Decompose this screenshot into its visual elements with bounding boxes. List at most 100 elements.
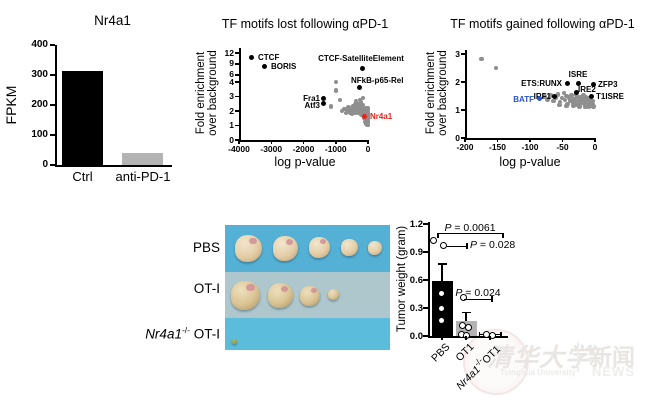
tick-label: 200 (31, 99, 48, 110)
y-axis-line (428, 222, 430, 336)
data-point (571, 103, 576, 108)
error-bar (441, 264, 443, 281)
labeled-data-point (320, 100, 326, 106)
point-label: ISRE (568, 70, 588, 79)
bracket-tick (466, 242, 468, 249)
data-point (493, 65, 499, 71)
tick-label: 0.9 (409, 246, 423, 258)
point-label: BATF (513, 94, 534, 104)
tumor-spot (320, 239, 326, 245)
error-bar-cap (461, 311, 471, 314)
data-point (349, 111, 355, 117)
data-point (564, 93, 569, 99)
tumor-blob (300, 286, 320, 306)
point-label: IRF1 (533, 92, 551, 101)
data-point (365, 110, 370, 115)
tick-label: 0 (229, 134, 234, 145)
x-category-label: Ctrl (72, 169, 93, 184)
data-point (488, 331, 496, 339)
y-tick (50, 134, 55, 136)
x-tick (270, 140, 272, 144)
labeled-data-point (537, 96, 543, 102)
data-point (365, 105, 370, 111)
data-point (564, 103, 569, 109)
chart-title: Nr4a1 (94, 13, 131, 28)
y-tick (50, 104, 55, 106)
tumor-spot (311, 288, 317, 294)
p-value-label: P = 0.028 (470, 239, 516, 251)
tick-label: -3000 (260, 144, 283, 154)
y-tick (461, 81, 465, 83)
labeled-data-point (360, 65, 366, 71)
data-point (343, 110, 349, 116)
data-point (439, 241, 447, 249)
point-label: ETS:RUNX (521, 79, 562, 88)
y-axis-label-line2: over background (207, 50, 219, 136)
y-tick (235, 110, 239, 112)
data-point (551, 98, 556, 104)
x-tick (302, 140, 305, 144)
data-point (464, 324, 472, 332)
data-point (459, 294, 467, 302)
y-tick (235, 95, 239, 98)
data-point (586, 104, 592, 110)
tumor-blob (272, 235, 298, 261)
bar (122, 153, 163, 165)
y-tick (423, 279, 428, 281)
tumor-blob (231, 338, 237, 344)
plot-area: 0 100 200 300 400 Ctrl anti-PD-1 (0, 0, 190, 200)
data-point (357, 104, 363, 109)
data-point (583, 104, 588, 110)
data-point (365, 122, 371, 128)
x-tick (594, 138, 596, 142)
bracket-tick (491, 296, 493, 302)
tick-label: 0 (455, 132, 460, 143)
data-point (333, 79, 338, 85)
y-tick (235, 52, 239, 54)
x-tick (465, 336, 467, 340)
labeled-data-point (575, 80, 581, 86)
watermark-seal (463, 329, 529, 395)
data-point (356, 101, 361, 106)
data-point (353, 98, 359, 104)
data-point (557, 99, 563, 105)
data-point (353, 102, 358, 107)
data-point (359, 105, 365, 111)
chart-title: TF motifs lost following αPD-1 (221, 17, 389, 31)
data-point (346, 105, 351, 110)
watermark-divider (577, 342, 579, 372)
tick-label: 0 (592, 142, 598, 152)
point-label: Nr4a1 (370, 112, 393, 121)
point-label: Atf3 (304, 100, 320, 110)
x-tick (238, 140, 240, 144)
watermark-news-en: NEWS (592, 364, 635, 379)
data-point (437, 304, 445, 312)
tick-label: 0 (365, 144, 371, 154)
x-tick (441, 336, 443, 340)
tick-label: 400 (31, 39, 48, 50)
tick-label: 0.6 (409, 274, 423, 286)
p-value-label: P = 0.0061 (444, 221, 496, 234)
point-label: ZFP3 (598, 80, 618, 89)
y-tick (235, 81, 239, 83)
data-point (590, 98, 596, 104)
x-tick (335, 140, 337, 144)
data-point (571, 96, 577, 102)
point-label: IRE2 (578, 85, 596, 94)
tumor-blob (308, 236, 330, 258)
data-point (365, 113, 371, 118)
error-bar (465, 312, 467, 322)
tick-label: -4000 (228, 144, 250, 154)
tick-label: 9 (229, 58, 234, 69)
data-point (328, 104, 334, 109)
x-tick (529, 138, 531, 142)
significance-bracket (464, 299, 492, 301)
data-point (559, 95, 565, 101)
data-point (561, 90, 567, 96)
point-label: NFkB-p65-Rel (351, 76, 404, 85)
data-point (581, 93, 586, 98)
data-point (437, 316, 445, 324)
labeled-data-point (249, 54, 255, 60)
point-label: CTCF-SatelliteElement (318, 54, 404, 63)
y-tick (235, 124, 239, 127)
